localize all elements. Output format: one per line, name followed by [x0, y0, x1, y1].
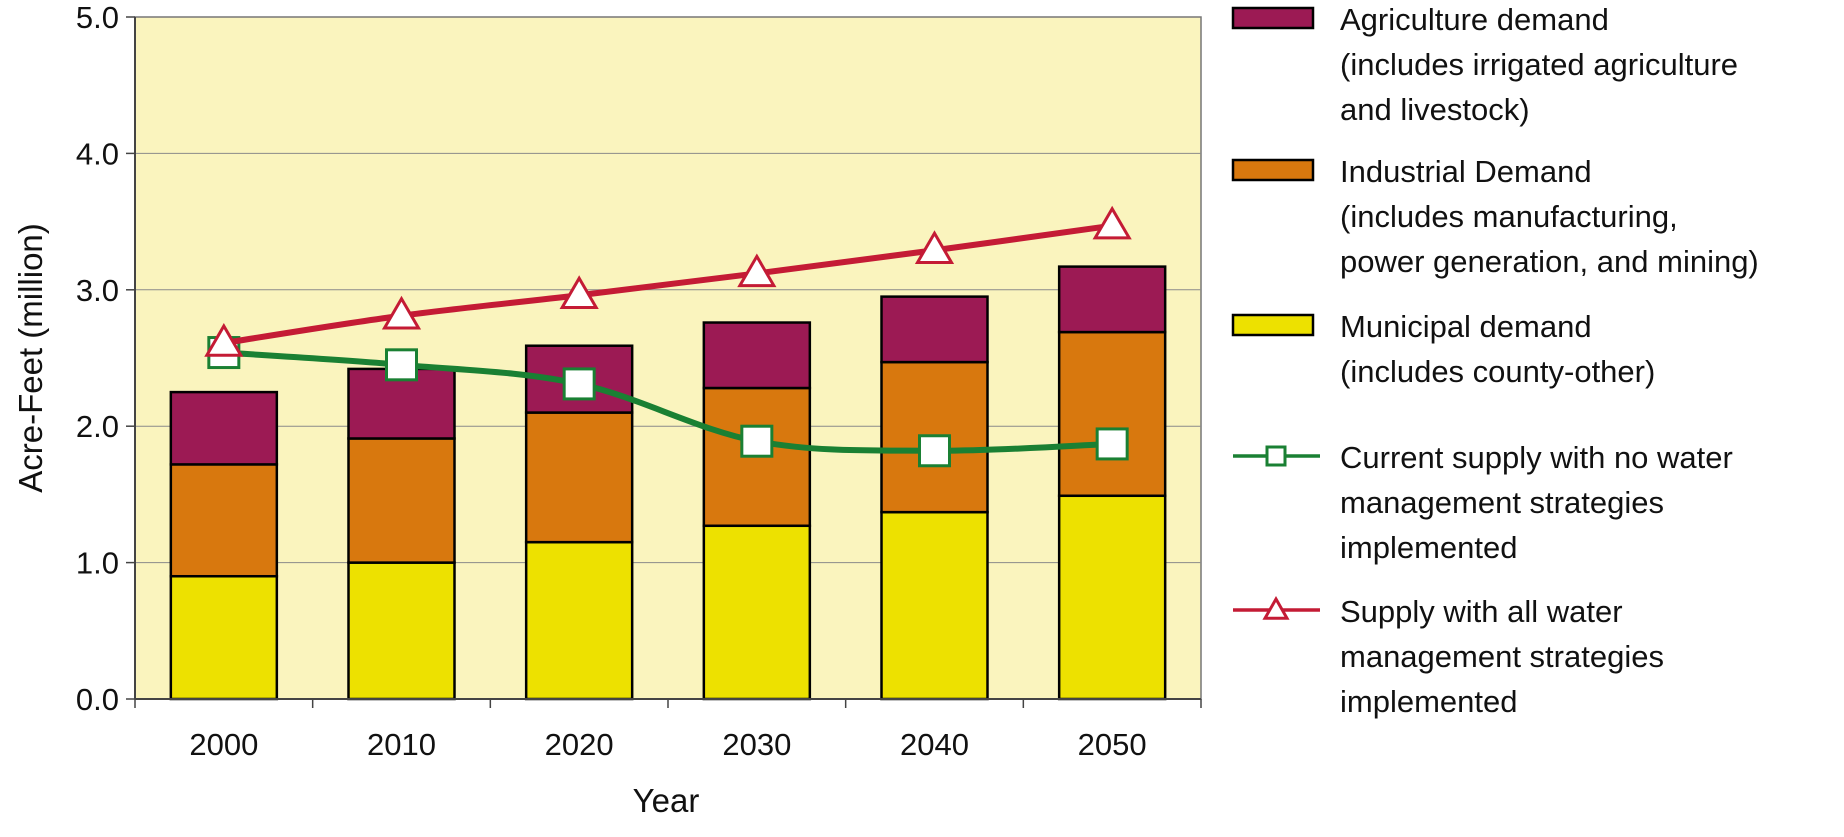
- legend-label: Agriculture demand (includes irrigated ag…: [1340, 2, 1738, 127]
- bar-segment: [347, 437, 456, 564]
- y-tick-label: 5.0: [76, 0, 119, 35]
- bar-segment: [524, 411, 634, 544]
- bar-segment: [1057, 330, 1167, 498]
- triangle-marker: [1092, 205, 1132, 240]
- square-marker: [918, 434, 951, 468]
- bar-segment: [169, 390, 279, 466]
- x-tick-label: 2020: [545, 727, 614, 762]
- legend-label: Supply with all water management strategi…: [1340, 594, 1664, 719]
- legend-triangle-marker: [1262, 595, 1290, 620]
- y-tick-label: 2.0: [76, 409, 119, 444]
- gridlines: [135, 152, 1201, 564]
- bar-segment: [1057, 265, 1167, 334]
- legend-swatch: [1231, 158, 1315, 182]
- square-marker: [562, 367, 596, 401]
- series-line: [223, 222, 1113, 346]
- y-tick-label: 3.0: [76, 273, 119, 308]
- x-tick-label: 2050: [1078, 727, 1147, 762]
- x-axis-title: Year: [633, 782, 700, 819]
- square-marker: [385, 348, 418, 382]
- bar-segment: [347, 561, 456, 701]
- legend-label: Current supply with no water management s…: [1340, 440, 1733, 565]
- square-marker: [1095, 427, 1129, 461]
- triangle-marker: [914, 230, 955, 264]
- series-line: [223, 349, 1113, 454]
- bar-segment: [880, 295, 989, 364]
- legend-label: Industrial Demand (includes manufacturing…: [1340, 154, 1759, 279]
- legend-swatch: [1231, 6, 1315, 30]
- legend: Agriculture demand (includes irrigated ag…: [1231, 2, 1759, 719]
- square-marker: [740, 424, 774, 458]
- triangle-marker: [204, 323, 244, 357]
- x-tick-label: 2000: [189, 727, 258, 762]
- bar-segment: [169, 463, 279, 578]
- bar-segment: [702, 524, 812, 701]
- y-axis-title: Acre-Feet (million): [12, 223, 49, 493]
- bar-segment: [169, 574, 279, 701]
- y-tick-label: 4.0: [76, 136, 119, 171]
- triangle-marker: [559, 275, 599, 309]
- legend-square-marker: [1265, 445, 1287, 467]
- bar-segment: [524, 540, 634, 701]
- legend-swatch: [1231, 313, 1315, 337]
- bar-segment: [880, 510, 989, 701]
- x-tick-label: 2010: [367, 727, 436, 762]
- y-tick-label: 1.0: [76, 546, 119, 581]
- legend-label: Municipal demand (includes county-other): [1340, 309, 1655, 389]
- triangle-marker: [737, 253, 777, 288]
- supply-lines: [204, 205, 1132, 468]
- axes: 0.0 1.0 2.0 3.0 4.0 5.0 2000 2010 2020 2030 2040 20…: [76, 0, 1202, 762]
- x-tick-label: 2040: [900, 727, 969, 762]
- triangle-marker: [381, 295, 422, 330]
- bar-segment: [702, 321, 812, 390]
- x-tick-label: 2030: [722, 727, 791, 762]
- bar-segment: [1057, 494, 1167, 701]
- y-tick-label: 0.0: [76, 682, 119, 717]
